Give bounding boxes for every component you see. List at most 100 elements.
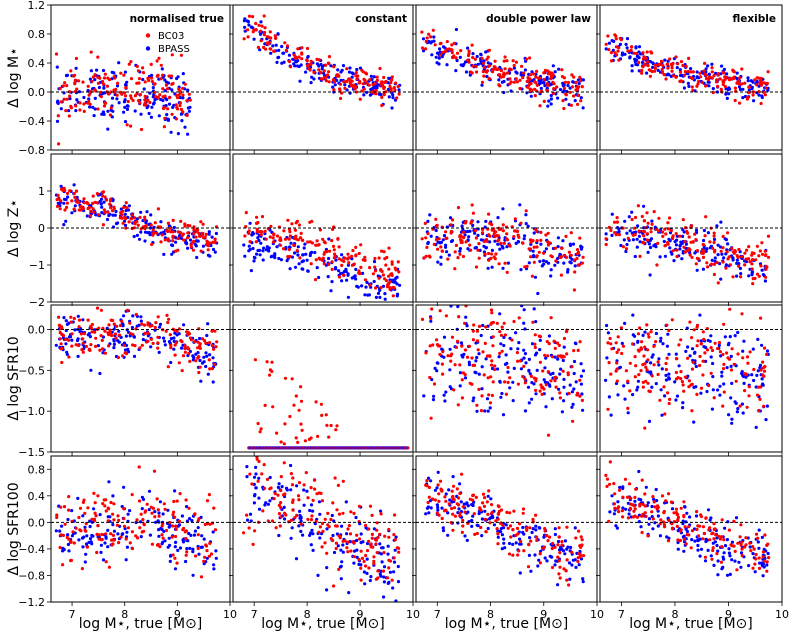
bpass-point <box>277 533 281 538</box>
bc03-point <box>341 511 345 515</box>
bc03-point <box>542 77 546 82</box>
bc03-point <box>474 65 478 69</box>
bpass-point <box>674 352 678 356</box>
bpass-point <box>514 241 518 245</box>
bc03-point <box>575 248 580 252</box>
bpass-point <box>311 548 315 553</box>
bpass-point <box>245 19 249 23</box>
bc03-point <box>372 559 376 563</box>
bc03-point <box>125 123 129 127</box>
x-tick-label: 10 <box>406 608 420 621</box>
bpass-point <box>66 533 70 537</box>
bc03-point <box>698 354 702 359</box>
bpass-point <box>101 335 105 339</box>
bc03-point <box>116 514 120 518</box>
bc03-point <box>81 350 85 354</box>
bc03-point <box>166 107 170 111</box>
bpass-point <box>372 279 376 284</box>
bpass-point <box>297 524 301 528</box>
bc03-point <box>528 238 533 242</box>
bc03-point <box>111 512 115 516</box>
bc03-point <box>460 378 464 382</box>
bc03-point <box>119 71 123 75</box>
bc03-point <box>169 346 173 350</box>
bpass-point <box>345 278 349 282</box>
bc03-point <box>757 76 761 80</box>
bpass-point <box>656 68 660 72</box>
panel-frame <box>232 455 414 603</box>
bpass-point <box>393 280 397 284</box>
bpass-point <box>382 565 387 569</box>
bpass-point <box>622 238 626 242</box>
bc03-point <box>279 238 283 242</box>
bc03-point <box>662 73 666 77</box>
bc03-point <box>744 257 748 261</box>
bc03-point <box>497 83 501 87</box>
bc03-point <box>370 513 374 518</box>
bc03-point <box>500 325 504 329</box>
bpass-point <box>526 385 531 389</box>
bc03-point <box>322 262 326 266</box>
bpass-point <box>205 556 209 560</box>
bpass-point <box>620 51 625 55</box>
bpass-point <box>167 536 171 540</box>
bpass-point <box>159 97 163 102</box>
bc03-point <box>74 189 79 193</box>
bc03-point <box>513 229 517 233</box>
bpass-point <box>289 488 293 492</box>
bpass-point <box>630 210 634 214</box>
bpass-point <box>204 351 208 355</box>
bpass-point <box>96 344 100 348</box>
bc03-point <box>323 241 327 245</box>
bc03-point <box>545 89 550 93</box>
bc03-point <box>705 261 709 265</box>
y-tick-label: 0.0 <box>28 516 46 529</box>
bc03-point <box>671 61 675 66</box>
bc03-point <box>520 241 525 245</box>
bpass-point <box>110 96 115 100</box>
bpass-point <box>429 41 433 45</box>
bc03-point <box>392 86 396 90</box>
bc03-point <box>392 286 396 290</box>
bc03-point <box>300 51 304 55</box>
bc03-point <box>320 413 324 417</box>
bpass-point <box>710 407 715 411</box>
bc03-point <box>74 104 78 108</box>
bpass-point <box>426 219 430 223</box>
bc03-point <box>183 350 187 354</box>
bpass-point <box>383 297 387 301</box>
bc03-point <box>666 66 670 70</box>
bc03-point <box>136 69 140 73</box>
bpass-point <box>285 259 289 263</box>
bc03-point <box>214 345 218 349</box>
bc03-point <box>57 315 61 319</box>
bpass-point <box>692 385 696 389</box>
bpass-point <box>502 335 506 339</box>
bpass-point <box>332 550 337 555</box>
bc03-point <box>124 201 128 205</box>
bpass-point <box>125 545 129 549</box>
bc03-point <box>319 402 323 406</box>
bpass-point <box>717 343 721 347</box>
bc03-point <box>621 226 625 230</box>
panel-r2-c1 <box>229 304 414 456</box>
bpass-point <box>382 595 386 599</box>
bpass-point <box>343 83 347 87</box>
bc03-point <box>151 341 155 345</box>
bc03-point <box>297 408 301 412</box>
bc03-point <box>58 337 62 341</box>
bpass-point <box>257 496 261 500</box>
bc03-point <box>645 50 649 54</box>
bc03-point <box>553 379 557 383</box>
bc03-point <box>323 541 327 545</box>
bpass-point <box>82 535 86 539</box>
bc03-point <box>179 53 183 57</box>
bpass-point <box>252 259 256 263</box>
bc03-point <box>152 469 157 473</box>
bpass-point <box>712 237 717 241</box>
bpass-point <box>275 60 279 64</box>
bpass-point <box>549 102 553 106</box>
bpass-point <box>691 347 695 351</box>
bpass-point <box>744 375 748 379</box>
bc03-point <box>424 254 428 258</box>
